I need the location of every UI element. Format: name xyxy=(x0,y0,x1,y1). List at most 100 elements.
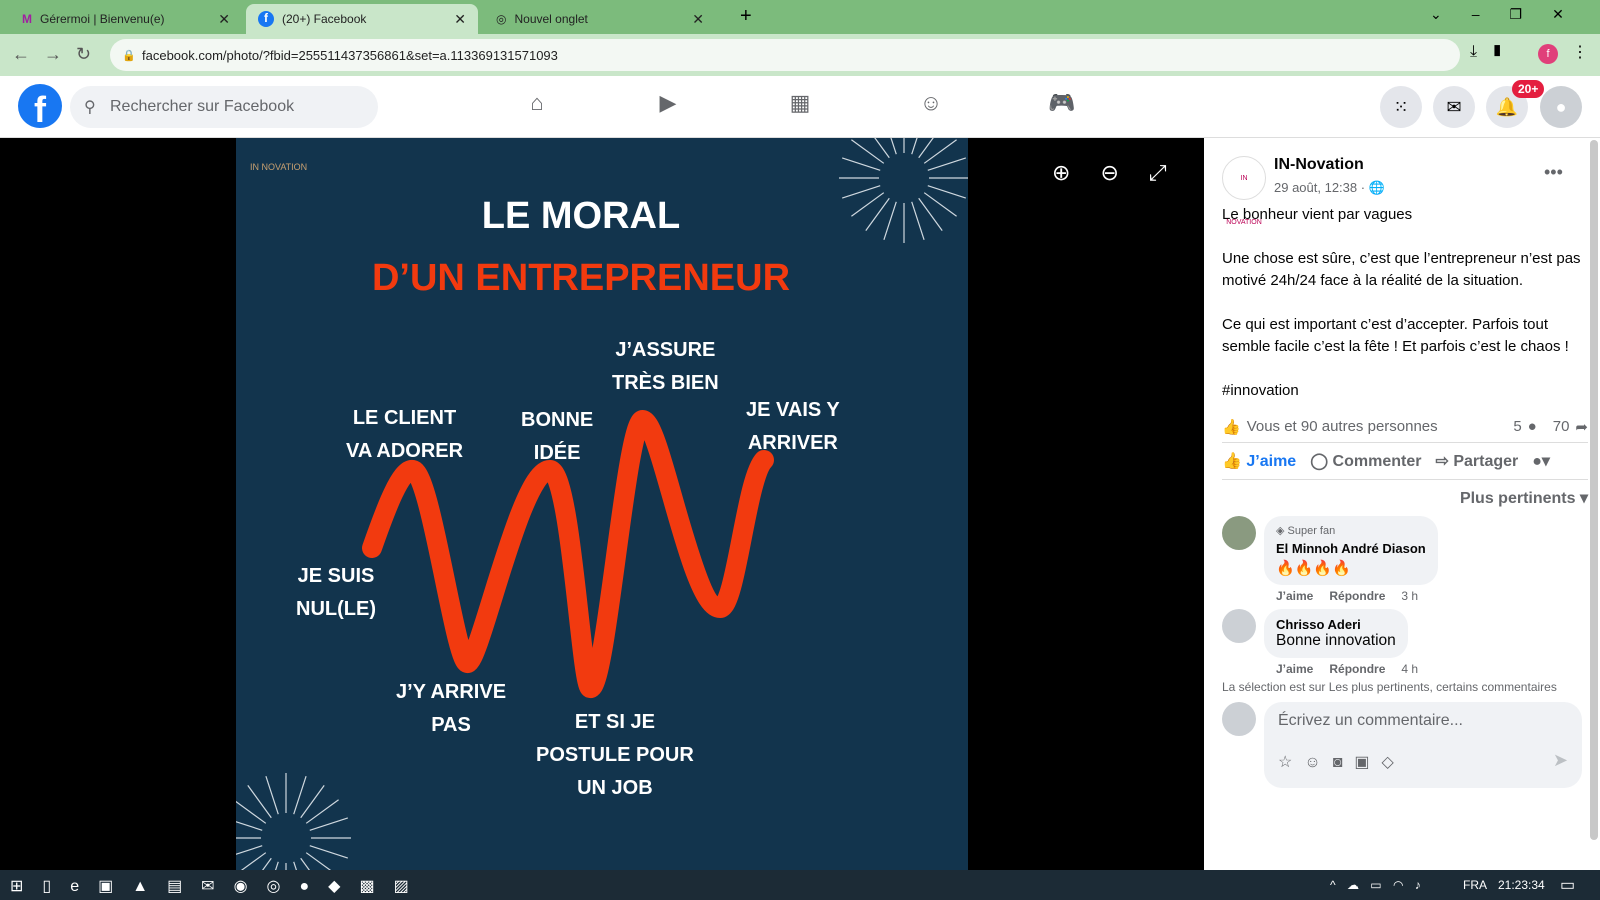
comment-like[interactable]: J’aime xyxy=(1276,589,1314,603)
home-icon[interactable]: ⌂ xyxy=(530,90,544,115)
like-button[interactable]: 👍 J’aime xyxy=(1222,453,1297,470)
tray-icons[interactable]: ^ ☁ ▭ ◠ ♪ xyxy=(1330,878,1425,892)
more-options-icon[interactable]: ••• xyxy=(1544,162,1563,182)
shares-count[interactable]: 70 xyxy=(1552,418,1570,435)
emoji-icon: ☺ xyxy=(1304,754,1333,771)
avatar-sticker-icon: ☆ xyxy=(1278,754,1305,771)
gaming-icon[interactable]: 🎮 xyxy=(1048,90,1076,115)
comment-placeholder: Écrivez un commentaire... xyxy=(1278,712,1463,729)
label-postule: ET SI JE POSTULE POUR UN JOB xyxy=(536,711,694,799)
starburst-ray xyxy=(262,857,272,870)
facebook-logo[interactable]: f xyxy=(18,84,62,130)
notification-center-icon[interactable]: ▭ xyxy=(1560,877,1576,894)
starburst-ray xyxy=(927,185,967,199)
comment-button[interactable]: ◯ Commenter xyxy=(1310,453,1422,470)
starburst-ray xyxy=(851,192,885,217)
language-indicator[interactable]: FRA xyxy=(1463,878,1487,892)
page-avatar[interactable]: IN NOVATION xyxy=(1222,156,1266,226)
tab-new[interactable]: ◎ Nouvel onglet ✕ xyxy=(484,4,716,34)
comment-reply[interactable]: Répondre xyxy=(1329,662,1386,676)
comment-tools[interactable]: ☆☺◙▣◇ xyxy=(1278,752,1406,772)
close-icon[interactable]: ✕ xyxy=(454,10,466,27)
reactions-row[interactable]: 👍 Vous et 90 autres personnes 5 ● 70 ➦ xyxy=(1222,412,1588,443)
search-input[interactable]: ⚲ Rechercher sur Facebook xyxy=(70,86,378,128)
hashtag-link[interactable]: #innovation xyxy=(1222,382,1299,399)
post-panel: IN NOVATION IN-Novation 29 août, 12:38 ·… xyxy=(1204,138,1600,870)
photo-controls[interactable]: ⊕⊖⤢ xyxy=(1052,160,1196,186)
taskbar: ⊞▯e▣▲▤✉◉◎●◆▩▨ ^ ☁ ▭ ◠ ♪ FRA 21:23:34 ▭ xyxy=(0,870,1600,900)
scrollbar[interactable] xyxy=(1590,140,1598,840)
send-icon[interactable]: ➤ xyxy=(1552,750,1568,770)
starburst-ray xyxy=(874,138,890,159)
starburst-bottom xyxy=(236,773,351,870)
post-author[interactable]: IN-Novation xyxy=(1274,156,1364,173)
tab-facebook[interactable]: f (20+) Facebook ✕ xyxy=(246,4,478,34)
fullscreen-icon[interactable]: ⤢ xyxy=(1148,160,1197,185)
share-button[interactable]: ⇨ Partager xyxy=(1435,453,1519,470)
comments-count[interactable]: 5 xyxy=(1513,418,1522,435)
marketplace-icon[interactable]: ▦ xyxy=(789,90,811,115)
commenter-avatar[interactable] xyxy=(1222,516,1256,550)
starburst-ray xyxy=(305,799,339,824)
tab-geremoi[interactable]: M Gérermoi | Bienvenu(e) ✕ xyxy=(10,4,242,34)
share-icon: ➦ xyxy=(1575,419,1588,436)
sort-label: Plus pertinents xyxy=(1459,490,1576,507)
menu-icon[interactable]: ⋮ xyxy=(1572,44,1588,61)
window-controls[interactable]: ⌄–❐✕ xyxy=(1430,6,1594,22)
starburst-ray xyxy=(236,845,263,855)
sort-dropdown[interactable]: Plus pertinents ▾ xyxy=(1459,490,1588,507)
facebook-header: f ⚲ Rechercher sur Facebook ⌂ ▶ ▦ ☺ 🎮 ⁙ ✉… xyxy=(0,76,1600,138)
comment-reply[interactable]: Répondre xyxy=(1329,589,1386,603)
starburst-ray xyxy=(927,157,967,171)
reactions-text[interactable]: Vous et 90 autres personnes xyxy=(1246,418,1438,435)
zoom-in-icon[interactable]: ⊕ xyxy=(1052,160,1101,185)
starburst-ray xyxy=(309,845,349,859)
menu-grid-icon[interactable]: ⁙ xyxy=(1380,86,1422,128)
badge-text: Super fan xyxy=(1287,525,1336,537)
close-icon[interactable]: ✕ xyxy=(218,10,230,27)
messenger-icon[interactable]: ✉ xyxy=(1433,86,1475,128)
starburst-ray xyxy=(300,785,325,819)
comment-text: Bonne innovation xyxy=(1276,632,1396,649)
gif-icon: ▣ xyxy=(1354,754,1382,771)
address-bar[interactable]: 🔒 facebook.com/photo/?fbid=25551143735686… xyxy=(110,39,1460,71)
audience-selector[interactable]: ●▾ xyxy=(1532,453,1550,470)
browser-toolbar: ←→↻ 🔒 facebook.com/photo/?fbid=2555114373… xyxy=(0,34,1600,76)
like-label: J’aime xyxy=(1246,453,1297,470)
taskbar-apps[interactable]: ⊞▯e▣▲▤✉◉◎●◆▩▨ xyxy=(10,878,428,895)
commenter-name[interactable]: Chrisso Aderi xyxy=(1276,617,1361,632)
my-avatar[interactable] xyxy=(1222,702,1256,736)
comment-actions: J’aime Répondre 3 h xyxy=(1276,589,1588,603)
profile-avatar[interactable]: f xyxy=(1538,44,1558,64)
commenter-avatar[interactable] xyxy=(1222,609,1256,643)
clock[interactable]: 21:23:34 xyxy=(1498,878,1545,892)
comment-like[interactable]: J’aime xyxy=(1276,662,1314,676)
label-assure: J’ASSURE TRÈS BIEN xyxy=(612,339,719,394)
toolbar-icons[interactable]: ⤓▮ xyxy=(1470,43,1518,60)
tab-label: Gérermoi | Bienvenu(e) xyxy=(40,12,165,26)
post-date[interactable]: 29 août, 12:38 · 🌐 xyxy=(1274,180,1385,196)
search-icon: ⚲ xyxy=(84,99,96,116)
label-bonne-idee: BONNE IDÉE xyxy=(521,409,594,464)
tab-bar: M Gérermoi | Bienvenu(e) ✕ f (20+) Facebook… xyxy=(0,0,1600,34)
new-tab-button[interactable]: + xyxy=(740,5,752,27)
starburst-ray xyxy=(911,138,918,155)
url-text: facebook.com/photo/?fbid=255511437356861… xyxy=(142,47,558,63)
account-avatar[interactable]: ● xyxy=(1540,86,1582,128)
comment-input[interactable]: Écrivez un commentaire... ☆☺◙▣◇ ➤ xyxy=(1264,702,1582,788)
commenter-name[interactable]: El Minnoh André Diason xyxy=(1276,541,1426,556)
groups-icon[interactable]: ☺ xyxy=(919,90,943,115)
starburst-ray xyxy=(918,138,934,159)
zoom-out-icon[interactable]: ⊖ xyxy=(1100,160,1149,185)
close-icon[interactable]: ✕ xyxy=(692,10,704,27)
mood-wave xyxy=(362,409,774,699)
comment-time[interactable]: 4 h xyxy=(1401,662,1419,676)
starburst-ray xyxy=(300,857,310,870)
watch-icon[interactable]: ▶ xyxy=(659,90,677,115)
post-text-3: Ce qui est important c’est d’accepter. P… xyxy=(1222,316,1569,355)
facebook-icon: f xyxy=(258,11,274,27)
starburst-ray xyxy=(923,139,957,164)
comment-time[interactable]: 3 h xyxy=(1401,589,1419,603)
photo-title: LE MORAL xyxy=(481,195,681,237)
nav-buttons[interactable]: ←→↻ xyxy=(12,44,106,64)
